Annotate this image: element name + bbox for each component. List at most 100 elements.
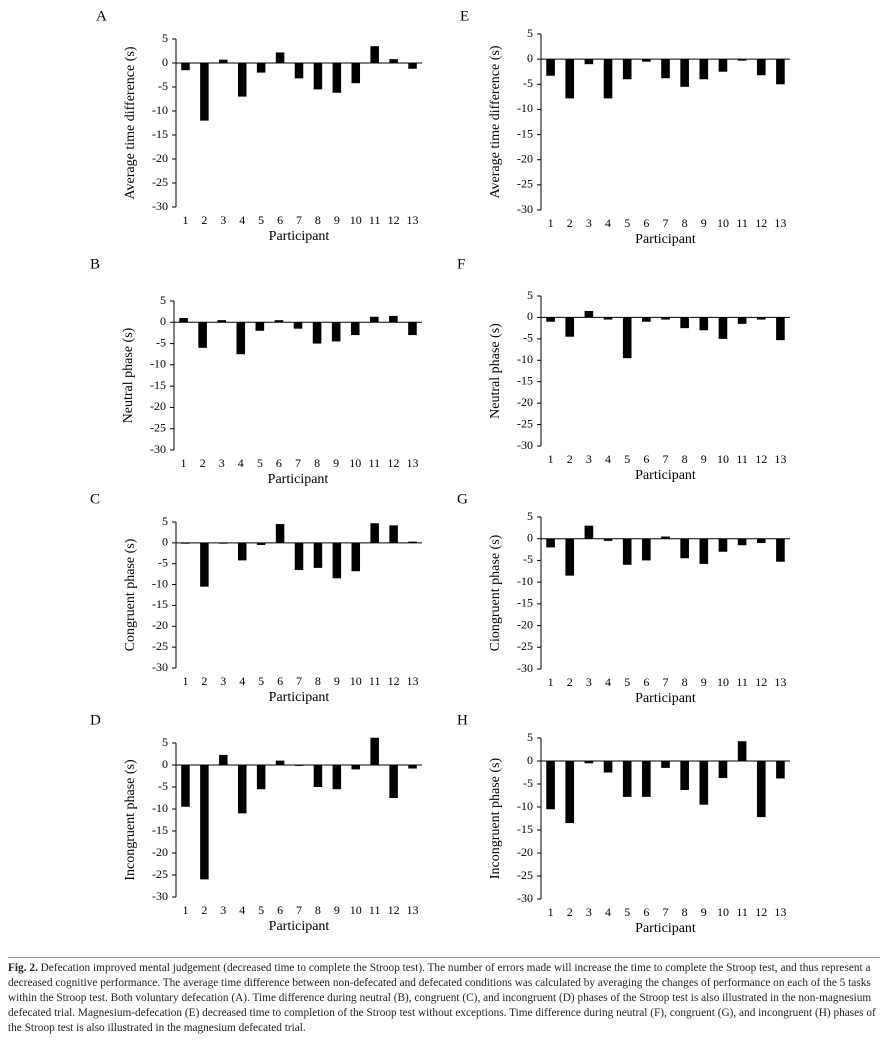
x-axis-label: Participant xyxy=(269,229,330,244)
y-tick-label: -5 xyxy=(523,552,533,566)
x-tick-label: 12 xyxy=(755,905,767,919)
x-tick-label: 9 xyxy=(701,216,707,230)
bar xyxy=(584,761,594,764)
y-tick-label: 0 xyxy=(162,757,168,771)
bar xyxy=(332,765,342,790)
y-tick-label: -20 xyxy=(152,618,168,632)
bar xyxy=(332,542,342,579)
x-tick-label: 2 xyxy=(201,903,207,917)
y-tick-label: 5 xyxy=(162,31,168,45)
y-axis-label: Ciongruent phase (s) xyxy=(488,534,503,651)
x-tick-label: 1 xyxy=(182,674,188,688)
panel-label: A xyxy=(96,8,107,24)
x-tick-label: 10 xyxy=(350,674,362,688)
y-tick-label: -15 xyxy=(152,127,168,141)
y-tick-label: 5 xyxy=(527,730,533,744)
x-tick-label: 12 xyxy=(388,674,400,688)
bar xyxy=(661,761,670,768)
x-tick-label: 8 xyxy=(682,452,688,466)
bar xyxy=(622,761,632,797)
caption-label: Fig. 2. xyxy=(8,962,38,974)
x-tick-label: 13 xyxy=(407,903,419,917)
x-tick-label: 5 xyxy=(258,213,264,227)
x-tick-label: 12 xyxy=(388,903,400,917)
y-tick-label: -30 xyxy=(517,661,533,675)
bar xyxy=(408,765,417,769)
x-tick-label: 13 xyxy=(774,675,786,689)
x-tick-label: 6 xyxy=(277,903,283,917)
x-axis-label: Participant xyxy=(635,921,696,936)
x-tick-label: 6 xyxy=(276,456,282,470)
bar xyxy=(756,317,766,320)
bar xyxy=(699,538,709,564)
y-tick-label: -15 xyxy=(150,378,166,392)
x-tick-label: 7 xyxy=(663,905,669,919)
bar xyxy=(680,59,689,87)
y-tick-label: -25 xyxy=(517,177,533,191)
x-tick-label: 5 xyxy=(624,675,630,689)
bar xyxy=(699,761,709,805)
y-tick-label: -30 xyxy=(150,442,166,456)
bar xyxy=(294,765,304,766)
x-tick-label: 10 xyxy=(717,452,729,466)
x-tick-label: 2 xyxy=(567,452,573,466)
x-tick-label: 8 xyxy=(315,213,321,227)
bar xyxy=(389,315,398,323)
x-tick-label: 11 xyxy=(736,452,748,466)
panel-label: C xyxy=(90,491,100,507)
y-tick-label: -15 xyxy=(152,597,168,611)
y-tick-label: -10 xyxy=(152,801,168,815)
bar xyxy=(680,538,689,559)
x-tick-label: 9 xyxy=(701,675,707,689)
x-tick-label: 3 xyxy=(220,674,226,688)
x-tick-label: 1 xyxy=(181,456,187,470)
x-tick-label: 2 xyxy=(567,216,573,230)
bar xyxy=(255,322,265,331)
x-tick-label: 4 xyxy=(605,905,611,919)
y-tick-label: -15 xyxy=(517,373,533,387)
bar xyxy=(313,542,323,568)
x-tick-label: 2 xyxy=(567,905,573,919)
y-tick-label: -10 xyxy=(152,103,168,117)
y-tick-label: -20 xyxy=(517,617,533,631)
bar xyxy=(237,63,247,97)
bar xyxy=(756,59,766,76)
y-tick-label: -20 xyxy=(152,151,168,165)
x-tick-label: 3 xyxy=(220,903,226,917)
y-tick-label: -25 xyxy=(517,868,533,882)
y-tick-label: -25 xyxy=(150,420,166,434)
bar xyxy=(312,322,322,344)
x-tick-label: 7 xyxy=(663,452,669,466)
y-tick-label: 5 xyxy=(527,509,533,523)
x-tick-label: 6 xyxy=(277,213,283,227)
bar xyxy=(237,765,247,814)
bar xyxy=(370,46,379,63)
bar xyxy=(370,523,379,543)
y-tick-label: -30 xyxy=(152,889,168,903)
bar xyxy=(181,542,190,544)
x-tick-label: 10 xyxy=(350,213,362,227)
y-tick-label: 5 xyxy=(162,735,168,749)
bar xyxy=(179,318,188,323)
bar xyxy=(370,316,379,323)
x-tick-label: 3 xyxy=(586,905,592,919)
x-tick-label: 5 xyxy=(624,905,630,919)
y-tick-label: -25 xyxy=(517,639,533,653)
panel-label: H xyxy=(457,712,468,728)
y-tick-label: -10 xyxy=(517,101,533,115)
y-tick-label: -10 xyxy=(150,357,166,371)
bar xyxy=(776,761,785,779)
y-tick-label: 0 xyxy=(162,55,168,69)
x-tick-label: 3 xyxy=(586,675,592,689)
x-tick-label: 1 xyxy=(182,903,188,917)
bar xyxy=(408,63,417,69)
x-tick-label: 11 xyxy=(369,903,381,917)
x-tick-label: 10 xyxy=(349,456,361,470)
y-tick-label: -30 xyxy=(517,202,533,216)
bar xyxy=(200,765,209,880)
y-axis-label: Average time difference (s) xyxy=(488,45,503,198)
x-tick-label: 9 xyxy=(333,456,339,470)
y-tick-label: -30 xyxy=(152,660,168,674)
x-tick-label: 11 xyxy=(736,905,748,919)
